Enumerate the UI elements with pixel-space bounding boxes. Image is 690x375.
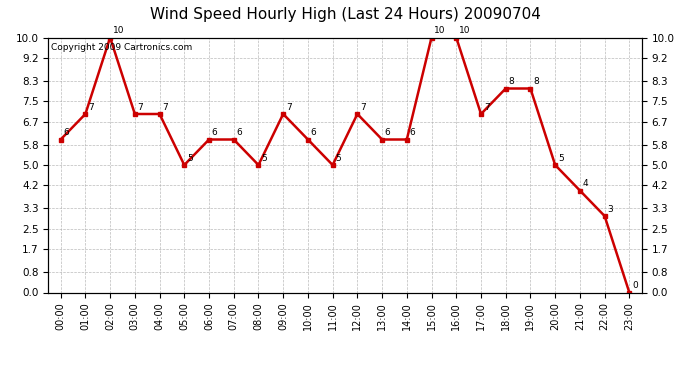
Text: 6: 6 [212,128,217,137]
Text: 10: 10 [434,26,446,35]
Text: 7: 7 [286,103,292,112]
Text: 5: 5 [558,154,564,163]
Text: 7: 7 [162,103,168,112]
Text: 10: 10 [113,26,124,35]
Text: 0: 0 [632,281,638,290]
Text: 6: 6 [385,128,391,137]
Text: 7: 7 [484,103,489,112]
Text: 8: 8 [533,77,539,86]
Text: 7: 7 [360,103,366,112]
Text: 6: 6 [310,128,317,137]
Text: 6: 6 [237,128,242,137]
Text: 7: 7 [88,103,94,112]
Text: 5: 5 [262,154,267,163]
Text: 7: 7 [137,103,144,112]
Text: 3: 3 [607,205,613,214]
Text: 5: 5 [187,154,193,163]
Text: 4: 4 [582,179,589,188]
Text: 6: 6 [410,128,415,137]
Text: 6: 6 [63,128,69,137]
Text: 8: 8 [509,77,514,86]
Text: 10: 10 [459,26,471,35]
Text: 5: 5 [335,154,341,163]
Text: Wind Speed Hourly High (Last 24 Hours) 20090704: Wind Speed Hourly High (Last 24 Hours) 2… [150,8,540,22]
Text: Copyright 2009 Cartronics.com: Copyright 2009 Cartronics.com [51,43,193,52]
